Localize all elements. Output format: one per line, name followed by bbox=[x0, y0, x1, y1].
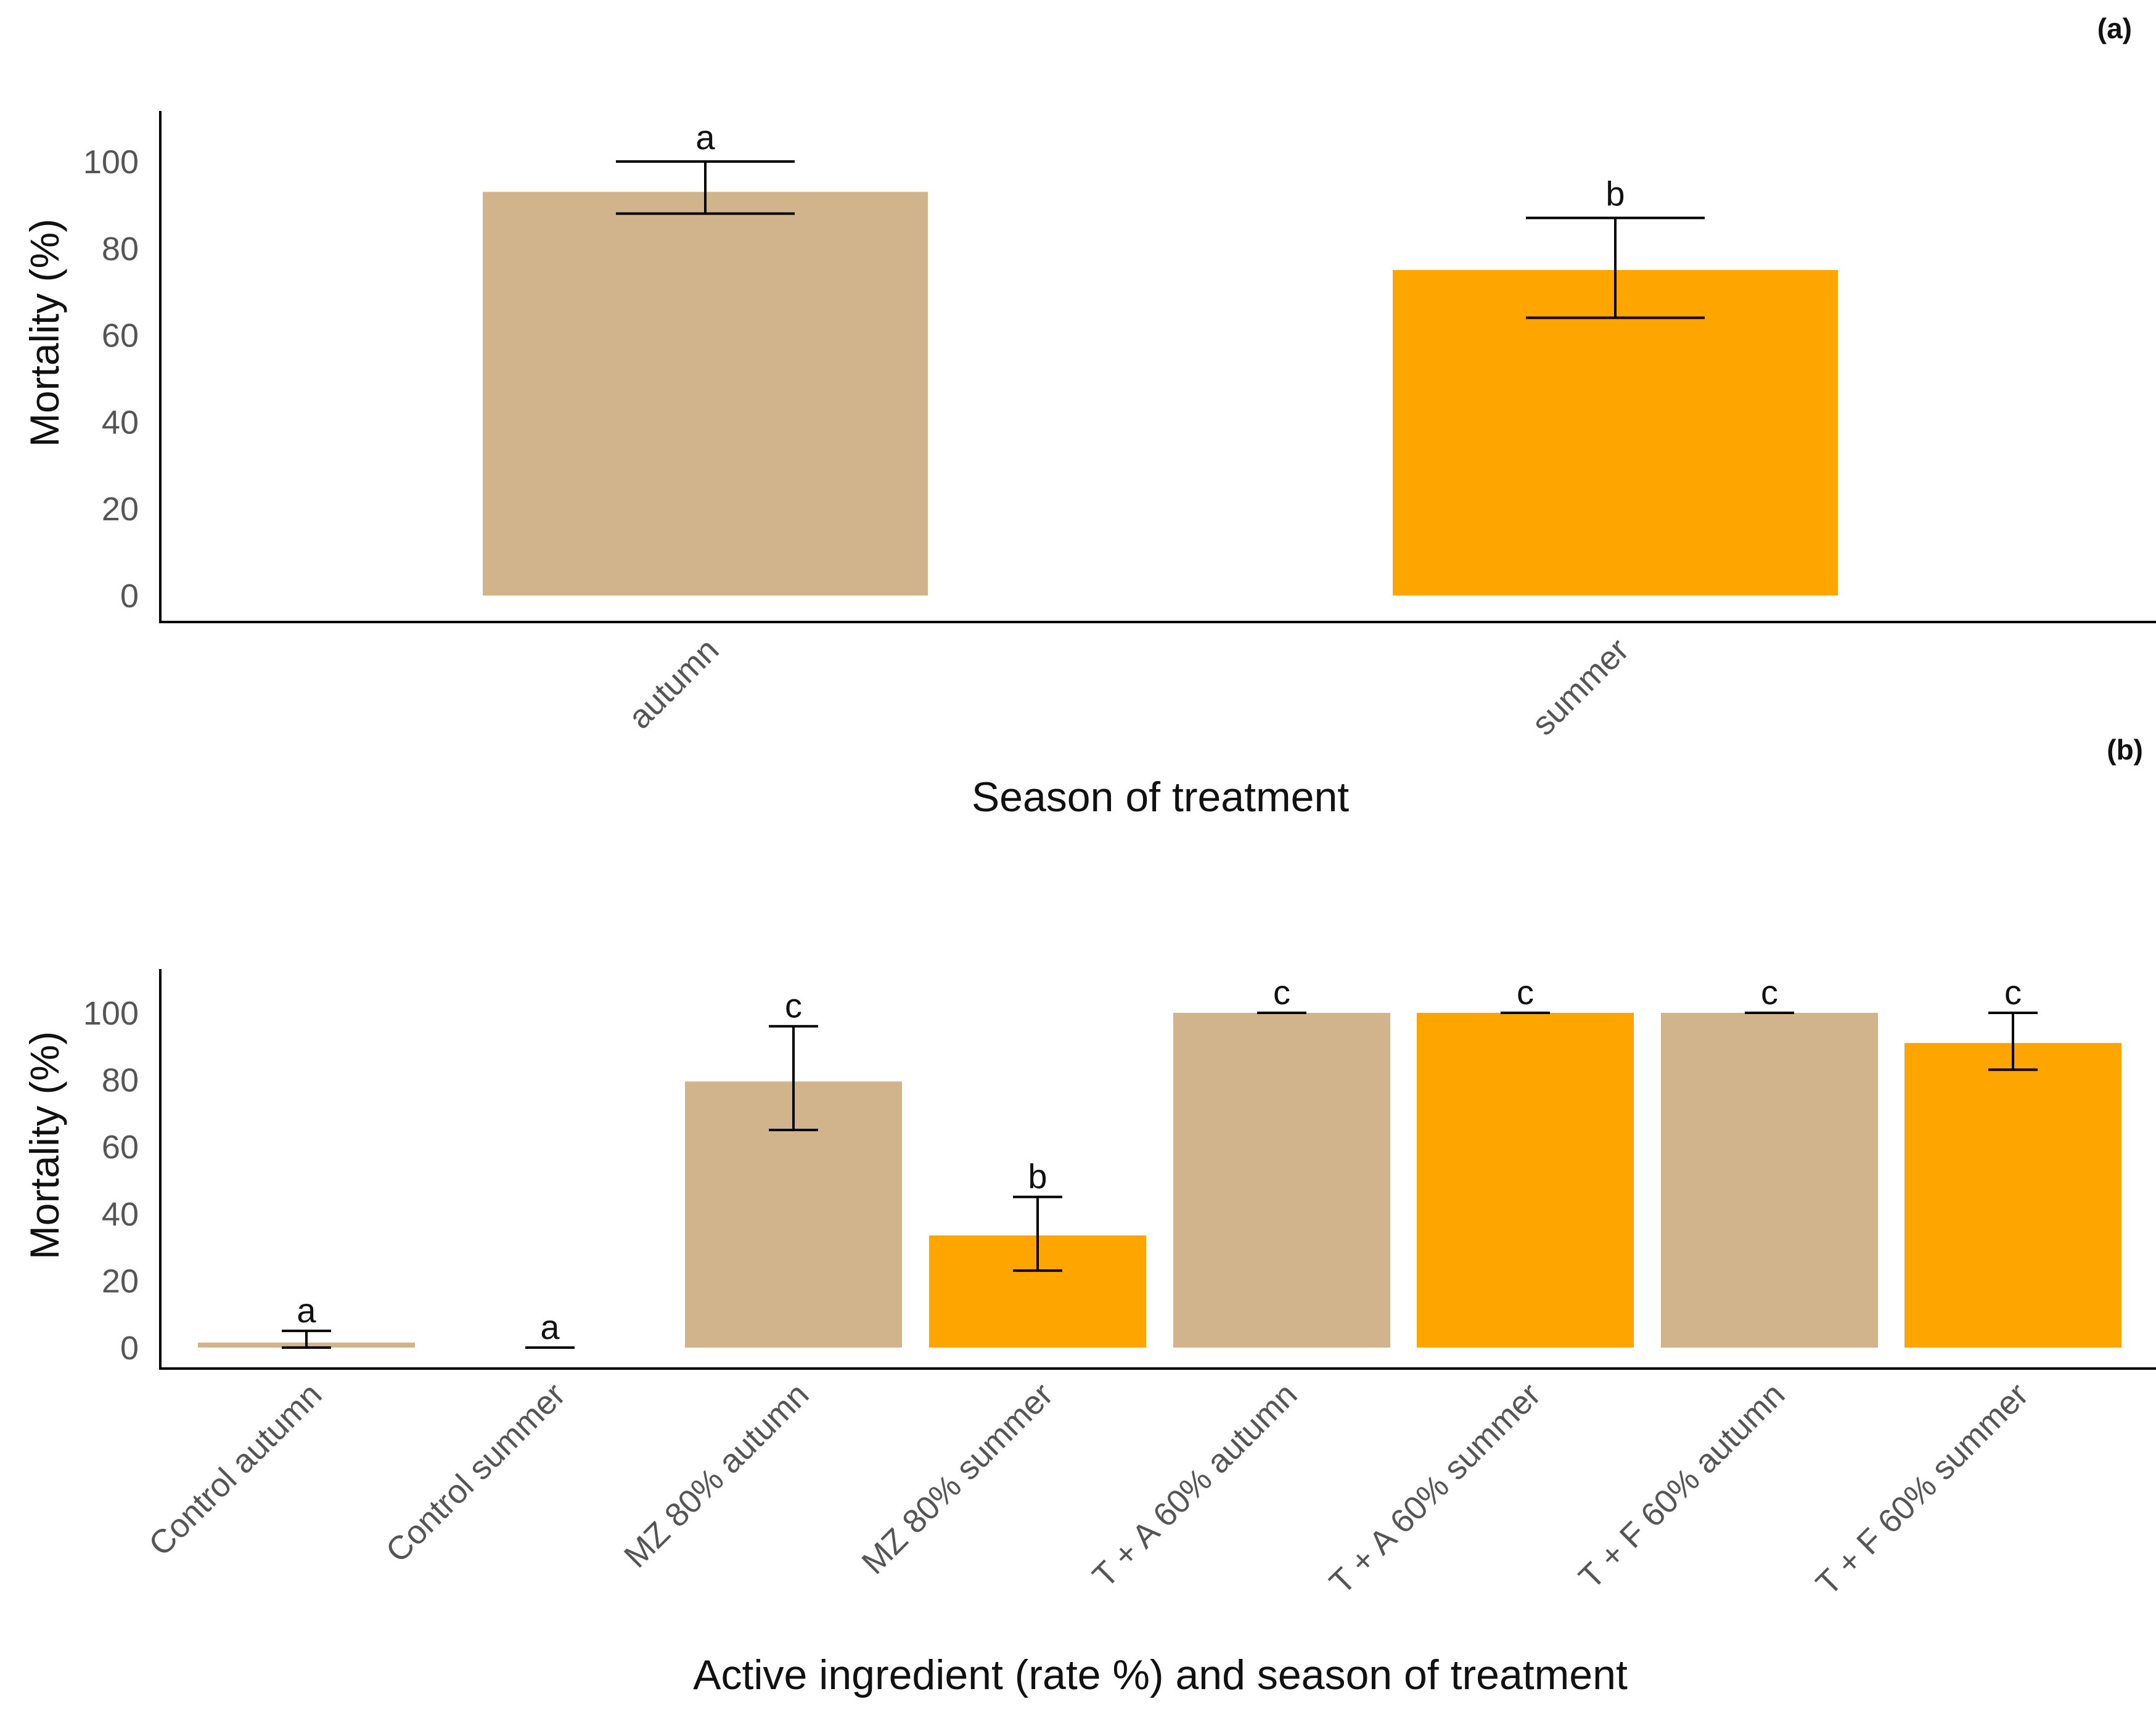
panel-a-y-title: Mortality (%) bbox=[22, 219, 67, 447]
panel-a-significance-letter-2: b bbox=[1605, 174, 1625, 213]
panel-a-y-tick-label: 80 bbox=[102, 231, 139, 268]
panel-a-significance-letter-1: a bbox=[695, 118, 715, 157]
panel-b-category-label-1: Control autumn bbox=[142, 1376, 329, 1563]
panel-b-significance-letter-4: b bbox=[1028, 1157, 1047, 1196]
panel-a-category-label-2: summer bbox=[1525, 631, 1636, 742]
panel-b-y-tick-label: 40 bbox=[102, 1196, 139, 1233]
panel-b-y-tick-label: 100 bbox=[83, 995, 139, 1032]
panel-b-significance-letter-7: c bbox=[1761, 973, 1778, 1012]
panel-b-significance-letter-8: c bbox=[2004, 973, 2022, 1012]
panel-a-label: (a) bbox=[2097, 12, 2132, 44]
panel-b-category-label-6: T + A 60% summer bbox=[1322, 1376, 1547, 1601]
panel-b-bar-6 bbox=[1417, 1013, 1634, 1348]
panel-b-significance-letter-6: c bbox=[1517, 973, 1534, 1012]
panel-a-category-label-1: autumn bbox=[621, 631, 726, 736]
panel-a-y-tick-label: 40 bbox=[102, 404, 139, 441]
panel-b-bar-7 bbox=[1661, 1013, 1878, 1348]
panel-b-y-tick-label: 20 bbox=[102, 1263, 139, 1300]
panel-a-bar-1 bbox=[483, 192, 928, 596]
panel-b-y-tick-label: 80 bbox=[102, 1062, 139, 1099]
panel-b-significance-letter-1: a bbox=[297, 1291, 316, 1330]
panel-a-y-tick-label: 0 bbox=[120, 578, 139, 615]
panel-b-significance-letter-2: a bbox=[540, 1308, 560, 1346]
panel-b: (b) 0 20 40 60 80 100 a Control autumn a Control … bbox=[22, 734, 2156, 1698]
panel-b-category-label-7: T + F 60% autumn bbox=[1572, 1376, 1792, 1596]
panel-b-bar-5 bbox=[1173, 1013, 1390, 1348]
panel-b-category-label-8: T + F 60% summer bbox=[1809, 1376, 2035, 1602]
panel-a-x-title: Season of treatment bbox=[972, 774, 1349, 821]
panel-a-y-tick-label: 100 bbox=[83, 144, 139, 181]
panel-b-category-label-3: MZ 80% autumn bbox=[617, 1376, 816, 1575]
panel-a: (a) 0 20 40 60 80 100 a autumn b summer Mortality… bbox=[22, 12, 2156, 821]
panel-b-category-label-2: Control summer bbox=[379, 1376, 572, 1570]
panel-b-category-label-5: T + A 60% autumn bbox=[1086, 1376, 1305, 1595]
panel-a-bar-2 bbox=[1393, 270, 1838, 596]
panel-b-y-tick-label: 60 bbox=[102, 1129, 139, 1166]
panel-a-y-tick-label: 20 bbox=[102, 491, 139, 528]
panel-b-bar-8 bbox=[1904, 1042, 2121, 1348]
panel-b-significance-letter-5: c bbox=[1273, 973, 1290, 1012]
panel-a-y-tick-label: 60 bbox=[102, 317, 139, 354]
panel-b-category-label-4: MZ 80% summer bbox=[855, 1376, 1060, 1581]
panel-b-label: (b) bbox=[2107, 734, 2143, 766]
panel-b-y-tick-label: 0 bbox=[120, 1330, 139, 1367]
panel-b-y-title: Mortality (%) bbox=[22, 1031, 67, 1259]
panel-b-significance-letter-3: c bbox=[785, 986, 802, 1025]
panel-b-x-title: Active ingredient (rate %) and season of… bbox=[693, 1652, 1628, 1698]
